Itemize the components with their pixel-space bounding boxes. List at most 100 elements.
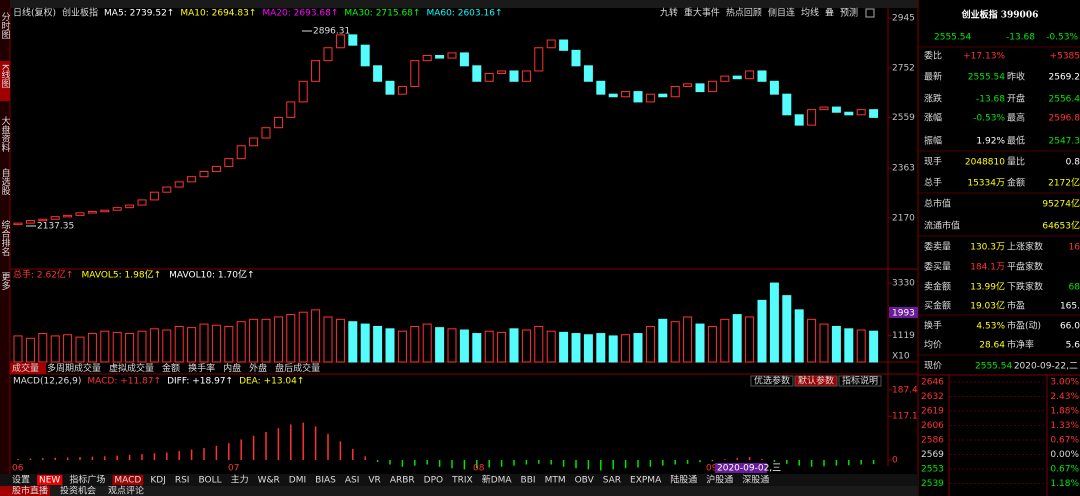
macd-button[interactable]: 指标说明: [842, 375, 878, 387]
quote-value: +5385: [1050, 52, 1080, 62]
indicator-tab[interactable]: EXPMA: [630, 476, 662, 486]
volume-bar: [497, 331, 507, 363]
volume-bar: [484, 330, 494, 363]
mini-price-label: 2619: [921, 407, 944, 417]
date-label: 09: [706, 464, 718, 474]
candle: [856, 109, 866, 116]
quote-key: 买金额: [924, 300, 951, 312]
side-tab[interactable]: 综合排名: [0, 219, 10, 257]
chart-tool[interactable]: 侧目连: [768, 7, 795, 19]
date-label: 07: [228, 464, 239, 474]
indicator-tab[interactable]: 陆股通: [670, 474, 697, 486]
indicator-tab[interactable]: SAR: [603, 476, 621, 486]
candle: [87, 211, 97, 214]
volume-tab[interactable]: 金额: [162, 362, 180, 374]
candle: [732, 75, 742, 80]
indicator-tab[interactable]: ASI: [345, 476, 360, 486]
quote-value: 4.53%: [976, 322, 1005, 332]
chart-tool[interactable]: 预测: [840, 8, 858, 19]
volume-tab[interactable]: 盘后成交量: [275, 362, 320, 374]
indicator-tab[interactable]: MTM: [545, 476, 566, 486]
quote-value: 5.6: [1066, 341, 1080, 351]
volume-bar: [720, 318, 730, 363]
indicator-tab[interactable]: NEW: [39, 476, 60, 486]
volume-tab[interactable]: 成交量: [12, 362, 39, 374]
volume-tab[interactable]: 换手率: [188, 362, 215, 374]
indicator-tab[interactable]: BBI: [521, 476, 536, 486]
indicator-tab[interactable]: RSI: [175, 476, 190, 486]
volume-tab[interactable]: 内盘: [223, 362, 241, 374]
sidebar: [0, 0, 10, 474]
volume-bar: [422, 323, 432, 363]
candle: [348, 34, 358, 46]
indicator-tab[interactable]: TRIX: [451, 476, 473, 486]
volume-tab[interactable]: 虚拟成交量: [109, 362, 154, 374]
chart-tool[interactable]: 热点回顾: [726, 7, 762, 19]
side-tab[interactable]: K线图: [0, 64, 10, 89]
volume-bar: [137, 330, 147, 363]
now-price: 2555.54: [975, 362, 1012, 372]
quote-value: 2048810: [965, 158, 1005, 168]
y-tick-label: 2559: [892, 113, 915, 123]
quote-value: 66.0: [1060, 322, 1080, 332]
mini-price-label: 2553: [921, 465, 944, 475]
macd-button[interactable]: 优选参数: [754, 375, 790, 387]
side-tab[interactable]: 大盘资料: [0, 115, 10, 153]
volume-bar: [447, 328, 457, 363]
indicator-tab[interactable]: 深股通: [742, 475, 769, 486]
indicator-tab[interactable]: 主力: [231, 474, 249, 486]
quote-title: 创业板指 399006: [961, 9, 1039, 21]
indicator-tab[interactable]: 设置: [12, 475, 30, 486]
indicator-tab[interactable]: 沪股通: [706, 474, 733, 486]
chart-tool[interactable]: 重大事件: [684, 7, 720, 19]
candle: [137, 199, 147, 206]
chart-tool[interactable]: 九转: [660, 7, 678, 19]
indicator-tab[interactable]: DPO: [424, 476, 443, 486]
side-tab[interactable]: 分时图: [0, 12, 10, 40]
close-button[interactable]: [865, 8, 875, 18]
chart-tool[interactable]: 叠: [825, 8, 834, 19]
indicator-tab[interactable]: DMI: [289, 476, 306, 486]
indicator-tab[interactable]: KDJ: [150, 476, 166, 486]
quote-key: 卖金额: [924, 281, 951, 293]
indicator-tab[interactable]: W&R: [258, 476, 280, 486]
indicator-tab[interactable]: VR: [368, 476, 380, 486]
quote-key: 上涨家数: [1007, 241, 1043, 253]
chart-tool[interactable]: 均线: [801, 7, 819, 19]
cursor-date: 2020-09-02,三: [717, 464, 781, 474]
candle: [422, 54, 432, 62]
indicator-bar: [0, 474, 918, 486]
candle: [583, 65, 593, 82]
side-tab[interactable]: 自选股: [0, 167, 10, 196]
volume-bar: [807, 318, 817, 363]
ma-label: MA5: 2739.52↑: [104, 9, 174, 19]
volume-bar: [621, 334, 631, 363]
macd-button[interactable]: 默认参数: [798, 375, 834, 387]
candle: [435, 54, 445, 59]
quote-price: 2555.54: [934, 33, 971, 43]
quote-key: 金额: [1007, 177, 1025, 189]
indicator-tab[interactable]: OBV: [575, 476, 595, 486]
mini-pct-label: 0.67%: [1050, 465, 1079, 475]
candle: [373, 65, 383, 82]
mini-pct-label: 2.43%: [1050, 392, 1079, 402]
quote-key: 市净率: [1007, 339, 1034, 351]
volume-bar: [373, 325, 383, 363]
volume-tab[interactable]: 外盘: [249, 362, 267, 374]
mini-pct-label: 3.00%: [1050, 378, 1079, 388]
quote-change-pct: -0.53%: [1046, 33, 1078, 43]
side-tab[interactable]: 更多: [0, 272, 10, 291]
candle: [819, 106, 829, 111]
indicator-tab[interactable]: 指标广场: [69, 474, 105, 486]
indicator-tab[interactable]: 新DMA: [482, 474, 513, 486]
indicator-tab[interactable]: BOLL: [198, 476, 221, 486]
indicator-tab[interactable]: BIAS: [315, 476, 336, 486]
bottom-tab[interactable]: 投资机会: [60, 485, 96, 496]
indicator-tab[interactable]: MACD: [114, 476, 141, 486]
volume-bar: [571, 333, 581, 363]
bottom-tab[interactable]: 观点评论: [108, 485, 144, 496]
indicator-tab[interactable]: ARBR: [390, 476, 415, 486]
volume-tab[interactable]: 多周期成交量: [47, 362, 101, 374]
bottom-tab[interactable]: 股市直播: [12, 485, 48, 496]
volume-bar: [583, 334, 593, 363]
